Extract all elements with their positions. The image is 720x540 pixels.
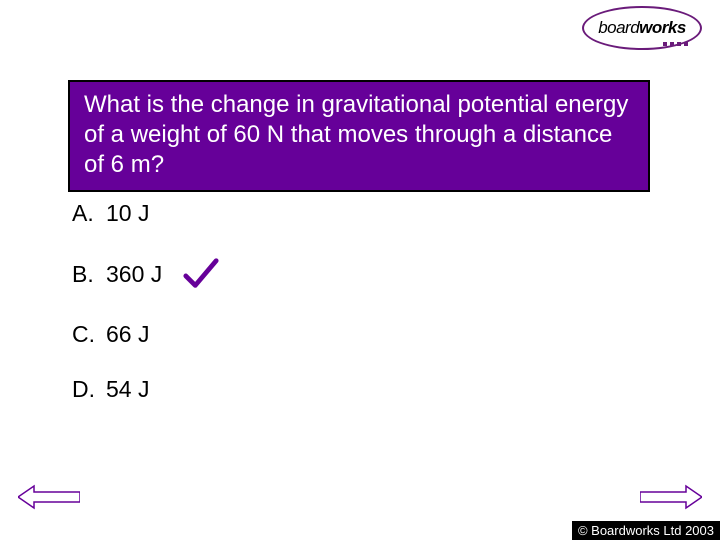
answer-option-a[interactable]: A. 10 J bbox=[72, 200, 220, 227]
logo: boardworks bbox=[582, 6, 702, 50]
logo-oval: boardworks bbox=[582, 6, 702, 50]
logo-text: boardworks bbox=[598, 18, 686, 38]
answer-value: 10 J bbox=[106, 200, 176, 227]
answer-letter: B. bbox=[72, 261, 106, 288]
answer-option-c[interactable]: C. 66 J bbox=[72, 321, 220, 348]
logo-text-bold: works bbox=[639, 18, 686, 37]
logo-dots bbox=[663, 42, 688, 46]
answer-option-b[interactable]: B. 360 J bbox=[72, 255, 220, 293]
answer-value: 54 J bbox=[106, 376, 176, 403]
question-text: What is the change in gravitational pote… bbox=[84, 90, 634, 180]
checkmark-icon bbox=[182, 255, 220, 293]
prev-arrow-icon[interactable] bbox=[18, 484, 80, 510]
answer-letter: D. bbox=[72, 376, 106, 403]
answer-list: A. 10 J B. 360 J C. 66 J D. 54 J bbox=[72, 200, 220, 431]
answer-value: 66 J bbox=[106, 321, 176, 348]
answer-letter: A. bbox=[72, 200, 106, 227]
nav-arrows bbox=[18, 484, 702, 510]
answer-option-d[interactable]: D. 54 J bbox=[72, 376, 220, 403]
next-arrow-icon[interactable] bbox=[640, 484, 702, 510]
question-box: What is the change in gravitational pote… bbox=[68, 80, 650, 192]
footer-copyright: © Boardworks Ltd 2003 bbox=[572, 521, 720, 540]
answer-letter: C. bbox=[72, 321, 106, 348]
answer-value: 360 J bbox=[106, 261, 176, 288]
logo-text-prefix: board bbox=[598, 18, 639, 37]
